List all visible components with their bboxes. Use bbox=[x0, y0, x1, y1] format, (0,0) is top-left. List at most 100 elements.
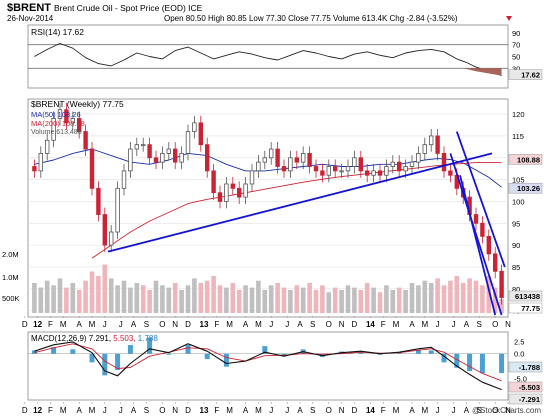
volume-bar bbox=[384, 285, 389, 313]
volume-bar bbox=[243, 285, 248, 313]
volume-bar bbox=[160, 285, 165, 313]
volume-bar bbox=[422, 280, 428, 313]
candle-body bbox=[51, 118, 56, 141]
volume-bar bbox=[44, 280, 50, 313]
volume-bar bbox=[435, 278, 440, 313]
macd-histogram-bar bbox=[51, 347, 57, 354]
close-last-value: 77.75 bbox=[521, 304, 540, 313]
x-axis-label-top: A bbox=[409, 320, 415, 329]
x-axis-label-top: A bbox=[464, 320, 470, 329]
candle-body bbox=[96, 187, 101, 215]
x-axis-label-bottom: M bbox=[60, 406, 67, 415]
price-tick-label: 105 bbox=[512, 176, 525, 185]
candle-body bbox=[64, 109, 69, 124]
candle-body bbox=[300, 153, 306, 163]
volume-bar bbox=[64, 287, 69, 313]
macd-signal-line bbox=[34, 343, 502, 382]
macd-histogram-bar bbox=[428, 350, 434, 354]
candle-body bbox=[83, 131, 88, 150]
volume-bar bbox=[499, 298, 504, 313]
volume-bar bbox=[275, 283, 280, 313]
macd-last-value-bg bbox=[508, 361, 543, 373]
ma50-last-value-bg bbox=[508, 182, 543, 194]
candle-body bbox=[249, 170, 255, 185]
x-axis-label-bottom: D bbox=[185, 406, 191, 415]
x-axis-label-top: N bbox=[505, 320, 511, 329]
volume-bar bbox=[307, 283, 312, 313]
volume-last-value-bg bbox=[508, 290, 543, 302]
volume-bar bbox=[70, 283, 76, 313]
macd-histogram-bar bbox=[127, 345, 133, 354]
x-axis-label-top: J bbox=[269, 320, 273, 329]
macd-histogram-bar bbox=[396, 352, 402, 354]
candle-body bbox=[339, 170, 344, 173]
x-axis-label-bottom: F bbox=[48, 406, 53, 415]
macd-histogram-bar bbox=[115, 353, 121, 370]
candle-body bbox=[185, 131, 191, 154]
candle-body bbox=[192, 122, 197, 132]
x-axis-label-bottom: N bbox=[339, 406, 345, 415]
price-tick-label: 115 bbox=[512, 132, 524, 141]
volume-bar bbox=[390, 289, 396, 313]
candle-body bbox=[352, 157, 357, 167]
price-tick-label: 120 bbox=[512, 110, 525, 119]
x-axis-label-top: D bbox=[22, 320, 28, 329]
candle-body bbox=[473, 214, 479, 224]
macd-histogram-bar bbox=[185, 345, 191, 354]
candle-body bbox=[160, 153, 165, 163]
volume-bar bbox=[76, 289, 82, 313]
candle-body bbox=[345, 166, 351, 172]
candle-body bbox=[390, 161, 395, 167]
volume-bar bbox=[441, 285, 447, 313]
x-axis-label-bottom: J bbox=[285, 406, 289, 415]
x-axis-label-top: D bbox=[185, 320, 191, 329]
x-axis-label-top: M bbox=[226, 320, 233, 329]
volume-bar bbox=[326, 292, 332, 313]
volume-bar bbox=[256, 280, 261, 313]
x-axis-label-top: M bbox=[89, 320, 96, 329]
candle-body bbox=[243, 183, 248, 198]
x-axis-label-bottom: M bbox=[421, 406, 428, 415]
candle-body bbox=[320, 170, 325, 176]
x-axis-label-top: S bbox=[144, 320, 149, 329]
volume-bar bbox=[486, 276, 492, 313]
macd-histogram-bar bbox=[89, 353, 95, 363]
candle-body bbox=[147, 144, 152, 159]
x-axis-label-top: O bbox=[492, 320, 498, 329]
volume-bar bbox=[480, 285, 485, 313]
volume-bar bbox=[300, 287, 306, 313]
x-axis-label-top: D bbox=[352, 320, 358, 329]
volume-bar bbox=[236, 289, 242, 313]
macd-line bbox=[34, 341, 502, 391]
volume-bar bbox=[492, 287, 498, 313]
x-axis-label-top: 14 bbox=[366, 320, 375, 329]
candle-body bbox=[358, 157, 363, 172]
candle-body bbox=[179, 153, 184, 163]
candle-body bbox=[77, 118, 82, 132]
volume-bar bbox=[115, 285, 120, 313]
x-axis-label-top: N bbox=[339, 320, 345, 329]
x-axis-label-top: J bbox=[452, 320, 456, 329]
volume-bar bbox=[198, 283, 204, 313]
x-axis-label-bottom: 12 bbox=[33, 406, 42, 415]
price-tick-label: 85 bbox=[512, 263, 520, 272]
volume-bar bbox=[38, 287, 44, 313]
macd-last-value: -5.503 bbox=[519, 383, 540, 392]
x-axis-label-bottom: J bbox=[269, 406, 273, 415]
x-axis-label-top: M bbox=[255, 320, 262, 329]
macd-histogram-bar bbox=[204, 353, 210, 360]
x-axis-label-bottom: A bbox=[464, 406, 470, 415]
candle-body bbox=[288, 157, 293, 172]
volume-bar bbox=[32, 283, 37, 313]
x-axis-label-bottom: 14 bbox=[366, 406, 375, 415]
price-legend: $BRENT (Weekly) 77.75 bbox=[31, 99, 124, 109]
volume-bar bbox=[166, 287, 172, 313]
candle-body bbox=[211, 170, 216, 194]
rsi-panel bbox=[27, 24, 509, 89]
volume-bar bbox=[409, 283, 415, 313]
volume-bar bbox=[371, 287, 376, 313]
volume-bar bbox=[313, 289, 319, 313]
x-axis-label-bottom: A bbox=[131, 406, 137, 415]
volume-bar bbox=[192, 278, 197, 313]
